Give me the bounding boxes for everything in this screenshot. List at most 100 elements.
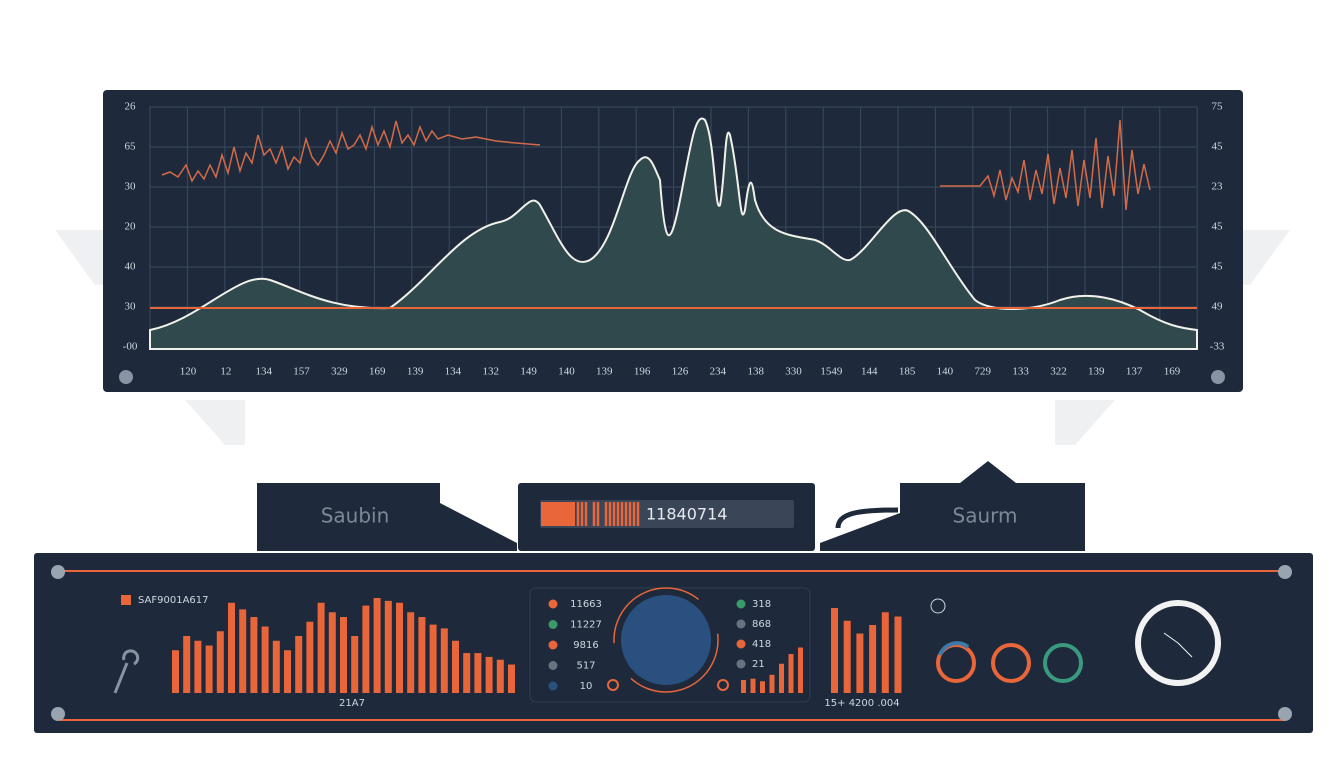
level-bar [306,621,314,693]
level-bar [843,620,851,693]
x-tick-label: 137 [1126,366,1143,378]
x-tick-label: 329 [331,366,348,378]
level-bar [750,678,756,693]
y-tick-label: 49 [1212,301,1224,313]
button-label: Saurm [953,504,1018,528]
level-bar [463,653,471,693]
level-bar [474,653,482,693]
level-bar [205,645,213,693]
y-tick-label: 40 [125,261,137,273]
level-bar [881,612,889,693]
x-tick-label: 134 [445,366,462,378]
level-bar [429,624,437,693]
status-dot [548,661,558,670]
clock-hands [1163,632,1193,658]
cable [835,507,899,529]
x-tick-label: 1549 [820,366,843,378]
screw [119,370,133,384]
level-bar [340,617,347,693]
list-value: 868 [752,619,771,630]
signal-trace [161,120,541,183]
knob[interactable] [717,679,729,691]
level-bar [508,664,515,693]
y-tick-label: 20 [125,221,137,233]
screws [51,565,1292,721]
list-value: 418 [752,639,771,650]
list-value: 10 [580,681,593,692]
y-tick-label: 75 [1212,101,1224,113]
x-tick-label: 729 [975,366,992,378]
y-tick-label: 45 [1212,221,1224,233]
download-icon[interactable] [930,598,946,614]
level-bar [418,617,426,693]
x-tick-label: 169 [369,366,386,378]
y-tick-label: 45 [1212,261,1224,273]
level-bar [362,605,370,693]
level-bar [194,640,202,693]
level-bar [317,602,325,693]
right-button[interactable] [820,461,1085,551]
list-value: 11227 [570,620,602,631]
y-tick-label: 30 [125,181,137,193]
level-bar [452,640,459,693]
channel-label: SAF9001A617 [138,595,209,606]
list-value: 11663 [570,599,602,610]
x-tick-label: 139 [596,366,613,378]
y-tick-label: 23 [1212,181,1224,193]
channel-icon [121,595,131,605]
caption: 15+ 4200 .004 [824,698,899,709]
level-bar [741,680,746,693]
level-bar [250,617,258,693]
waveform-area [149,117,1198,350]
y-tick-label: 65 [125,141,137,153]
status-dot [736,619,746,629]
status-dot [736,599,746,609]
ring [1043,643,1083,683]
display-screen [540,500,794,528]
x-tick-label: 140 [937,366,954,378]
level-bar [779,663,784,693]
caption: 21A7 [339,698,365,709]
level-bar [384,600,392,693]
left-button[interactable] [257,483,517,551]
status-dot [736,639,746,649]
level-bar [869,625,877,693]
key-icon [113,649,140,694]
level-bar [788,654,794,693]
x-tick-label: 133 [1012,366,1029,378]
level-bar [228,602,235,693]
display-bar [541,502,575,526]
y-tick-label: 26 [125,101,137,113]
level-bar [261,626,269,693]
level-bar [284,650,291,693]
level-bar [831,608,838,693]
x-tick-label: 126 [672,366,689,378]
button-label: Saubin [321,504,390,528]
y-tick-label: 45 [1212,141,1224,153]
backdrop-tab [185,400,1115,445]
x-tick-label: 185 [899,366,916,378]
status-dot [736,659,746,669]
status-dot [548,599,558,609]
x-tick-label: 169 [1164,366,1181,378]
x-tick-label: 138 [747,366,764,378]
status-dot [548,640,558,650]
level-bar [373,598,381,693]
x-tick-label: 144 [861,366,878,378]
level-bar [485,656,493,693]
x-tick-label: 157 [293,366,310,378]
level-bar [216,631,224,693]
y-tick-label: 30 [125,301,137,313]
level-bar [172,650,179,693]
dial[interactable] [621,595,711,685]
knob[interactable] [607,679,619,691]
x-tick-label: 234 [710,366,727,378]
level-bar [856,633,864,693]
signal-trace [940,119,1151,211]
x-tick-label: 149 [520,366,537,378]
level-bar [396,602,403,693]
level-bar [769,674,775,693]
y-tick-label: -33 [1210,341,1225,353]
x-tick-label: 139 [1088,366,1105,378]
